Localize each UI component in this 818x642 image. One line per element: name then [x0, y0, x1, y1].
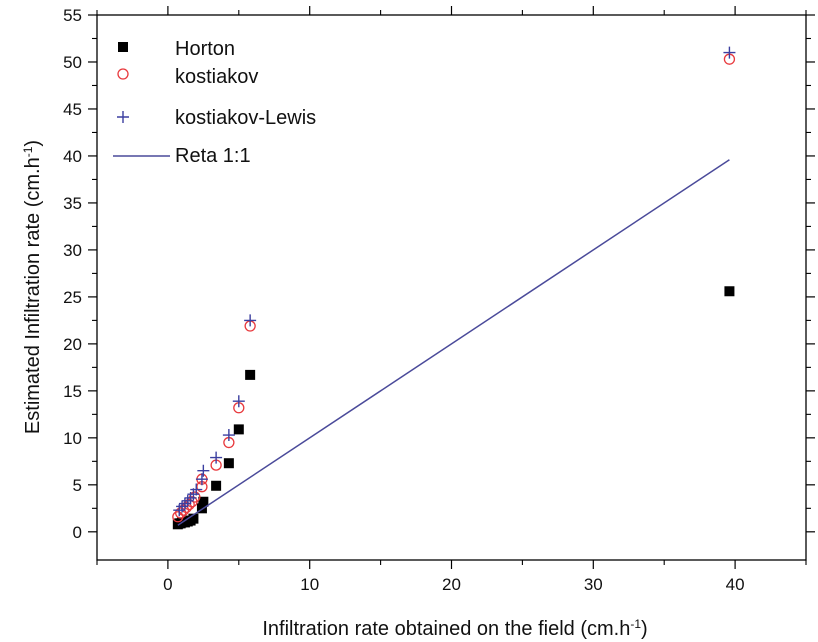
point-kostiakov-lewis: [181, 494, 194, 507]
legend-label-kostiakov-lewis: kostiakov-Lewis: [175, 107, 316, 129]
point-horton: [188, 513, 199, 524]
y-tick-label: 5: [73, 476, 82, 495]
point-kostiakov-lewis: [210, 451, 223, 464]
y-tick-label: 15: [63, 382, 82, 401]
y-tick-label: 0: [73, 523, 82, 542]
x-tick-label: 30: [584, 575, 603, 594]
point-kostiakov: [172, 511, 184, 523]
point-kostiakov-lewis: [197, 464, 210, 477]
data-series: [172, 46, 736, 530]
y-axis-title-text: Estimated Infiltration rate (cm.h: [22, 157, 44, 434]
legend: Horton kostiakov kostiakov-Lewis Reta 1:…: [113, 38, 316, 167]
point-kostiakov: [183, 498, 195, 511]
x-tick-label: 20: [442, 575, 461, 594]
y-tick-label: 30: [63, 241, 82, 260]
point-horton: [233, 424, 244, 435]
point-horton: [245, 369, 256, 380]
x-tick-label: 0: [163, 575, 172, 594]
y-tick-label: 40: [63, 147, 82, 166]
x-tick-label: 40: [726, 575, 745, 594]
y-tick-label: 55: [63, 6, 82, 25]
y-tick-label: 45: [63, 100, 82, 119]
point-horton: [211, 480, 222, 491]
legend-label-kostiakov: kostiakov: [175, 66, 258, 88]
point-horton: [196, 503, 207, 514]
point-kostiakov-lewis: [190, 483, 203, 496]
point-kostiakov: [175, 507, 187, 519]
legend-label-reta: Reta 1:1: [175, 145, 251, 167]
point-kostiakov: [189, 491, 201, 503]
x-axis-title-text: Infiltration rate obtained on the field …: [262, 618, 630, 640]
legend-label-horton: Horton: [175, 38, 235, 60]
x-axis-title-suffix: ): [641, 618, 648, 640]
point-kostiakov-lewis: [195, 473, 208, 486]
series-line-reta-1-1: [177, 159, 730, 526]
axis-ticks: 0 10 20 30 40 0 5 10 15 20 25 30 35 40 45 50 55: [63, 6, 815, 594]
point-kostiakov-lewis: [723, 46, 736, 59]
point-kostiakov: [180, 501, 192, 514]
point-kostiakov-lewis: [222, 429, 235, 442]
plot-frame: [96, 14, 807, 561]
legend-marker-kostiakov-lewis: [117, 111, 129, 123]
y-tick-label: 35: [63, 194, 82, 213]
y-tick-label: 25: [63, 288, 82, 307]
point-horton: [223, 458, 234, 469]
point-kostiakov-lewis: [178, 497, 191, 510]
point-kostiakov-lewis: [176, 500, 189, 513]
y-tick-label: 10: [63, 429, 82, 448]
y-axis-title: Estimated Infiltration rate (cm.h-1): [21, 140, 44, 434]
y-axis-title-suffix: ): [22, 140, 44, 147]
x-axis-title: Infiltration rate obtained on the field …: [262, 617, 647, 640]
y-tick-label: 20: [63, 335, 82, 354]
point-horton: [198, 496, 209, 507]
point-kostiakov-lewis: [232, 395, 245, 408]
y-axis-title-sup: -1: [21, 146, 35, 157]
point-kostiakov-lewis: [244, 314, 257, 327]
point-horton: [724, 286, 735, 297]
legend-marker-horton: [118, 42, 128, 52]
x-tick-label: 10: [300, 575, 319, 594]
y-tick-label: 50: [63, 53, 82, 72]
x-axis-title-sup: -1: [630, 617, 641, 631]
legend-marker-kostiakov: [117, 68, 129, 80]
